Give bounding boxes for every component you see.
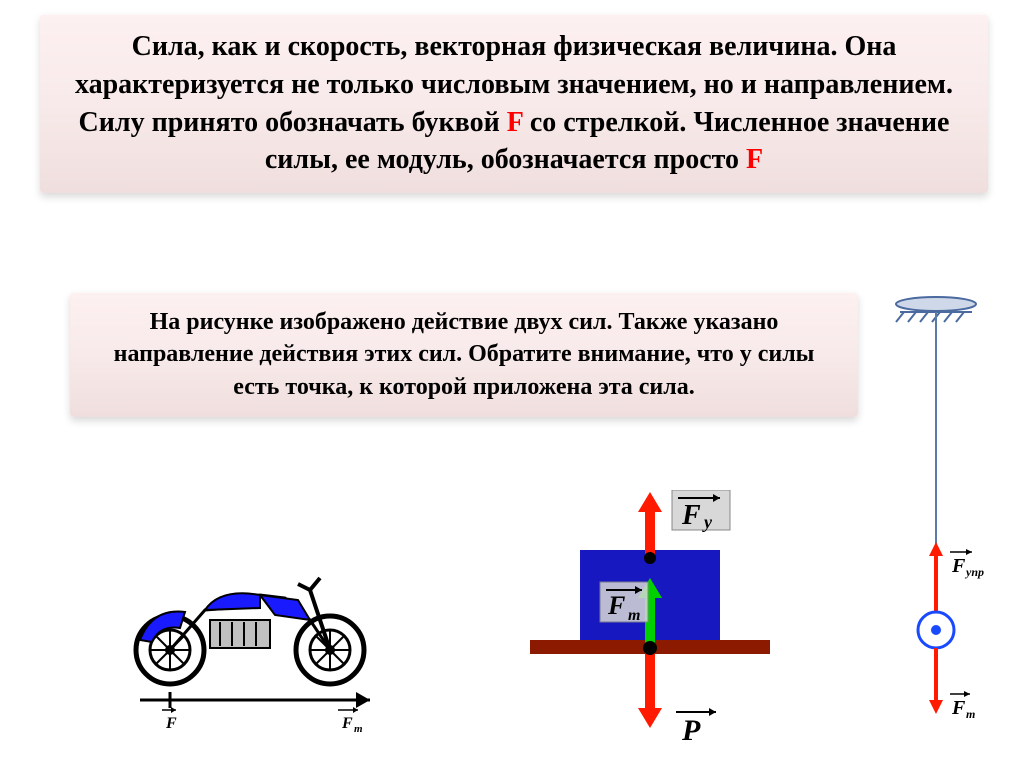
svg-text:т: т (966, 707, 975, 721)
svg-text:F: F (681, 500, 701, 531)
svg-text:P: P (681, 714, 701, 747)
svg-text:F: F (165, 715, 177, 732)
motorcycle-diagram: F F т (110, 540, 390, 740)
svg-text:F: F (951, 555, 966, 577)
svg-text:т: т (354, 723, 363, 735)
diagrams: F F т (0, 480, 1024, 767)
figure-caption-text: На рисунке изображено действие двух сил.… (114, 309, 815, 400)
svg-text:F: F (341, 715, 353, 732)
def-text-F1: F (507, 107, 523, 138)
svg-text:упр: упр (964, 565, 984, 579)
block-diagram: F у F т P (520, 490, 780, 750)
def-text-F2: F (746, 144, 763, 175)
figure-caption-panel: На рисунке изображено действие двух сил.… (70, 292, 858, 417)
spring-diagram: F упр F т (880, 290, 1000, 730)
definition-panel: Сила, как и скорость, векторная физическ… (40, 14, 988, 193)
svg-text:т: т (628, 607, 640, 624)
svg-text:F: F (951, 697, 966, 719)
svg-text:у: у (702, 512, 713, 532)
svg-text:F: F (607, 591, 625, 620)
